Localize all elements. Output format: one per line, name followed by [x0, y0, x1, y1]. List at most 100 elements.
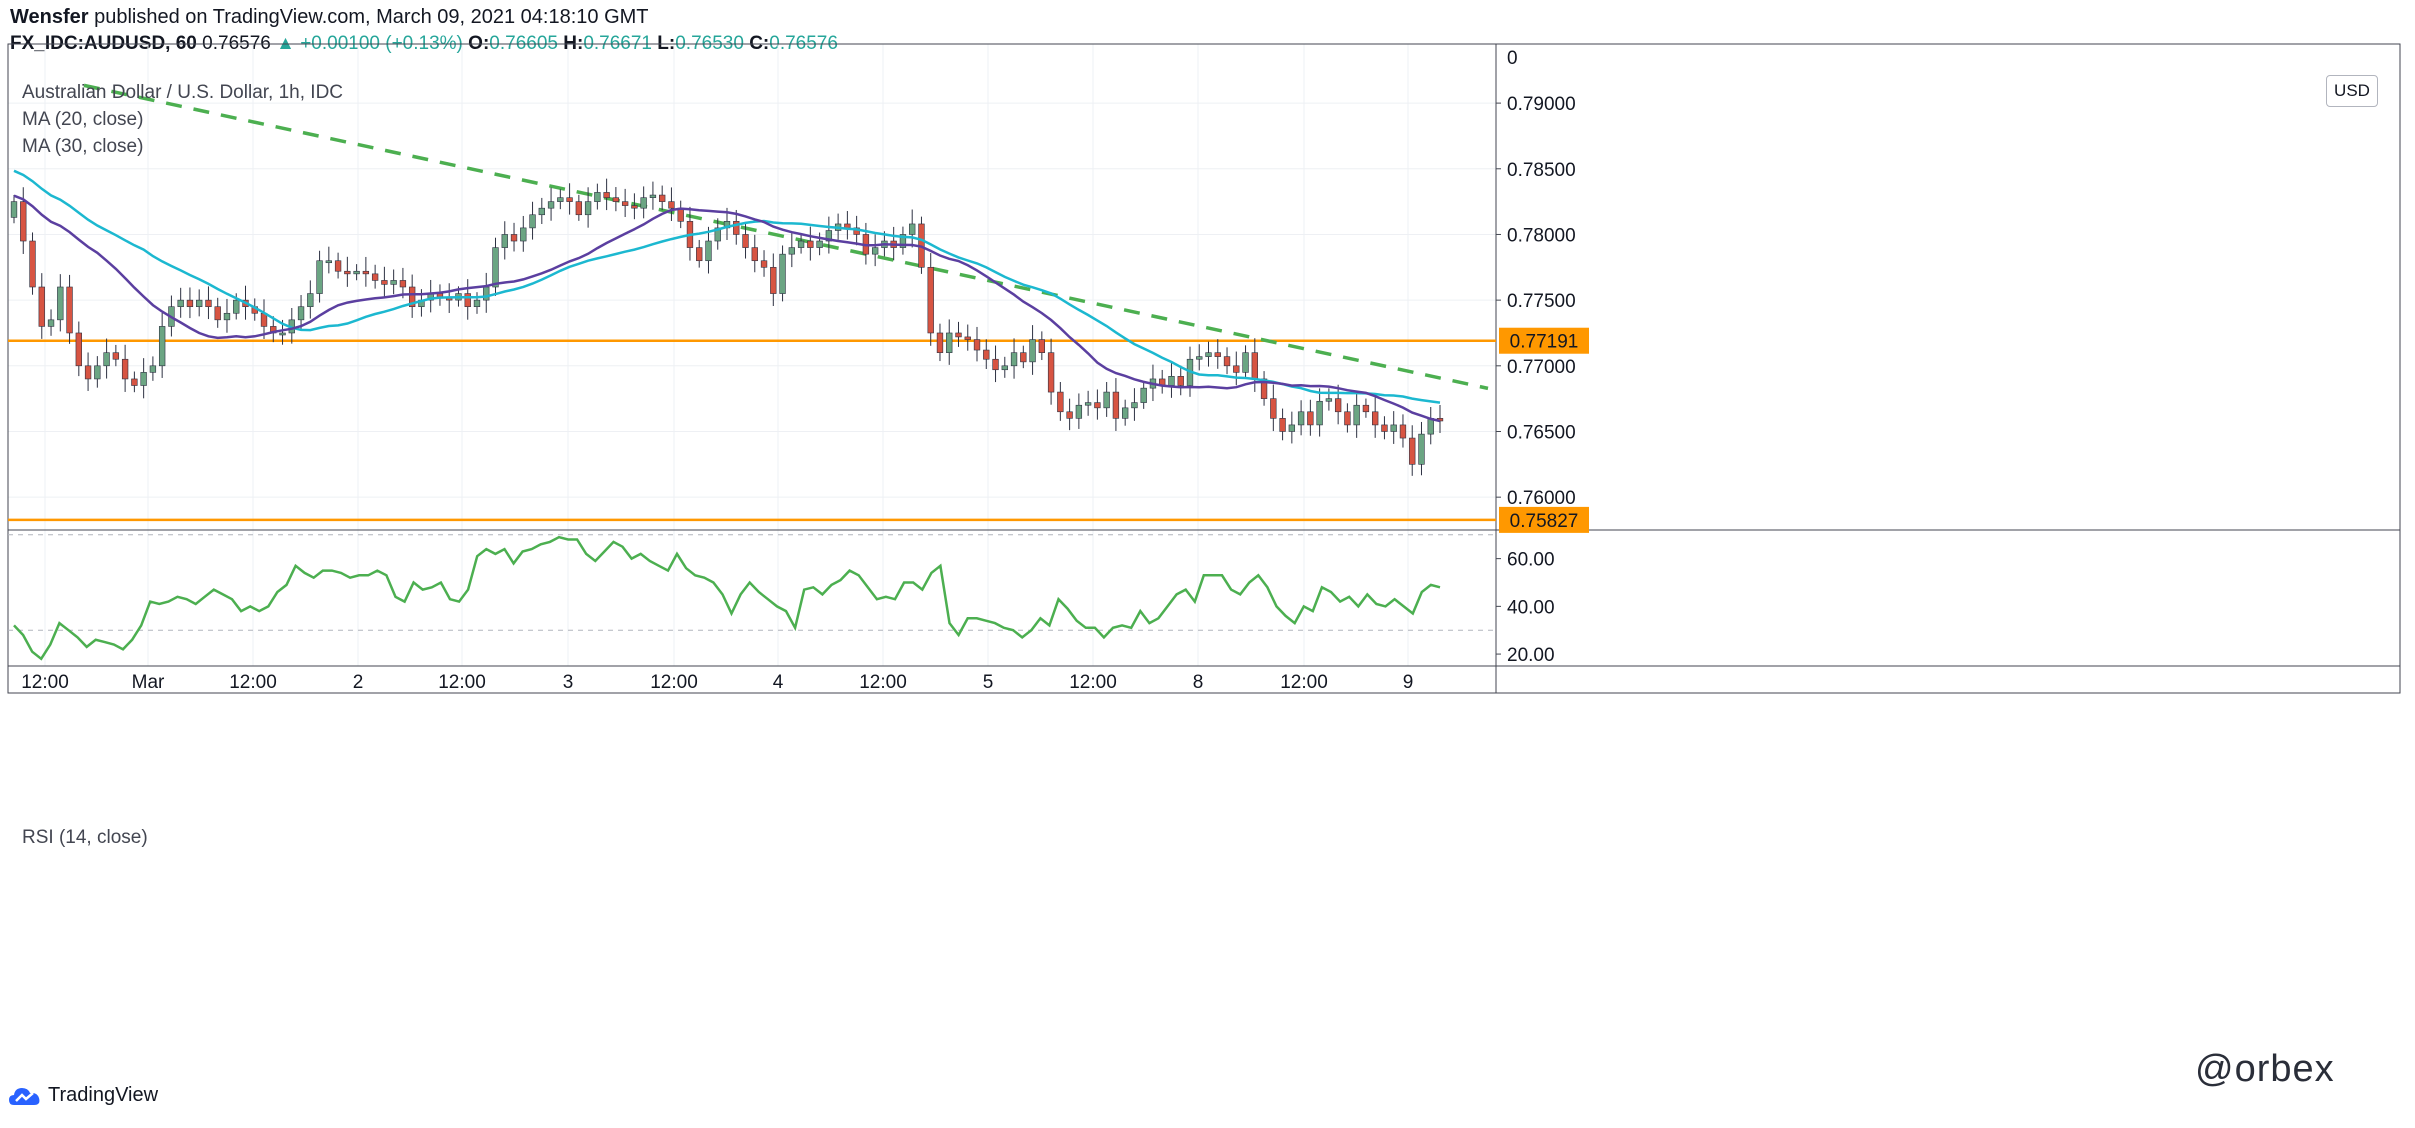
candle-body: [797, 240, 805, 248]
candle-body: [696, 247, 703, 262]
time-tick-label: 12:00: [1069, 672, 1117, 693]
candle-body: [1029, 339, 1036, 363]
candle-body: [1047, 352, 1055, 393]
candle-body: [501, 234, 508, 248]
candle-body: [1066, 411, 1073, 419]
candle-body: [1094, 402, 1101, 409]
candle-body: [983, 349, 990, 360]
candle-body: [57, 286, 64, 321]
candle-body: [788, 247, 795, 255]
candle-body: [1297, 411, 1305, 426]
currency-button[interactable]: USD: [2326, 75, 2378, 107]
time-tick-label: Mar: [132, 672, 165, 693]
candle-body: [1177, 376, 1184, 386]
candle-body: [964, 336, 971, 340]
candle-body: [408, 286, 416, 308]
horizontal-levels: 0.77191 0.75827: [8, 327, 1589, 533]
candle-body: [547, 201, 555, 209]
candle-body: [1075, 404, 1083, 419]
candle-body: [223, 312, 231, 321]
candle-body: [1279, 418, 1286, 432]
candle-body: [779, 253, 786, 294]
rsi-tick-label: 40.00: [1507, 597, 1555, 618]
candle-body: [1418, 433, 1425, 465]
candle-body: [760, 260, 768, 268]
rsi-legend[interactable]: RSI (14, close): [22, 827, 148, 848]
candle-body: [1399, 424, 1407, 439]
candle-body: [334, 260, 342, 272]
candle-body: [659, 194, 666, 202]
level-price-tag: [1499, 506, 1589, 533]
candle-body: [94, 365, 101, 380]
candle-body: [371, 273, 379, 281]
candle-body: [47, 319, 55, 327]
candle-body: [84, 365, 92, 380]
candle-body: [473, 299, 481, 308]
candle-body: [631, 205, 638, 209]
rsi-pane: [8, 534, 1496, 661]
candle-body: [1057, 391, 1064, 413]
candle-body: [1409, 437, 1416, 465]
candle-body: [38, 286, 45, 327]
axes: 12:00 Mar 12:00 2 12:00 3 12:00 4 12:00 5 12:00 8 12…: [21, 48, 1575, 693]
candle-body: [899, 234, 907, 248]
candle-body: [1390, 424, 1397, 432]
candle-body: [381, 280, 388, 285]
candle-body: [1307, 411, 1314, 426]
tradingview-brand[interactable]: TradingView: [8, 1084, 158, 1107]
price-tick-label: 0.79000: [1507, 94, 1576, 115]
candle-body: [297, 306, 305, 321]
candle-body: [344, 270, 351, 275]
brand-label: TradingView: [48, 1084, 159, 1106]
candle-body: [1251, 352, 1258, 380]
candle-body: [131, 378, 138, 386]
candle-body: [75, 332, 82, 367]
candle-body: [1020, 352, 1027, 363]
candle-body: [1214, 352, 1221, 357]
candle-body: [112, 352, 120, 360]
candle-body: [714, 227, 721, 242]
candle-body: [103, 352, 110, 367]
candle-body: [390, 280, 397, 285]
time-tick-label: 2: [353, 672, 364, 693]
candle-body: [10, 201, 18, 218]
chart-border: [7, 43, 2401, 694]
candle-body: [1112, 391, 1120, 419]
publish-info: Wensfer published on TradingView.com, Ma…: [10, 6, 649, 29]
candle-body: [649, 194, 657, 198]
price-tick-label: 0.76000: [1507, 488, 1576, 509]
candle-body: [594, 192, 601, 202]
candle-body: [177, 299, 184, 308]
candle-body: [1168, 376, 1175, 386]
candle-body: [1001, 365, 1008, 371]
candle-body: [733, 221, 740, 235]
candle-body: [1334, 398, 1342, 413]
candle-body: [325, 260, 333, 264]
time-tick-label: 9: [1403, 672, 1414, 693]
time-tick-label: 12:00: [21, 672, 69, 693]
candle-body: [640, 197, 647, 209]
price-tick-label: 0.77000: [1507, 357, 1576, 378]
candle-body: [186, 299, 194, 308]
ma30-legend[interactable]: MA (30, close): [22, 136, 144, 157]
candle-body: [1260, 378, 1268, 399]
candle-body: [612, 197, 620, 202]
candle-body: [1270, 398, 1277, 419]
trend-line: [83, 83, 1489, 391]
candle-body: [1325, 398, 1333, 402]
candle-body: [66, 286, 73, 334]
candle-body: [510, 234, 518, 242]
candle-body: [492, 247, 499, 288]
level-price-tag: [1499, 327, 1589, 354]
time-tick-label: 5: [983, 672, 994, 693]
candle-body: [1316, 400, 1323, 426]
time-tick-label: 12:00: [229, 672, 277, 693]
candle-body: [1103, 391, 1110, 409]
candle-body: [362, 270, 370, 275]
ma20-legend[interactable]: MA (20, close): [22, 109, 144, 130]
candle-body: [1205, 352, 1212, 357]
candle-body: [520, 227, 527, 242]
candle-body: [603, 192, 610, 198]
candle-body: [1362, 404, 1370, 413]
